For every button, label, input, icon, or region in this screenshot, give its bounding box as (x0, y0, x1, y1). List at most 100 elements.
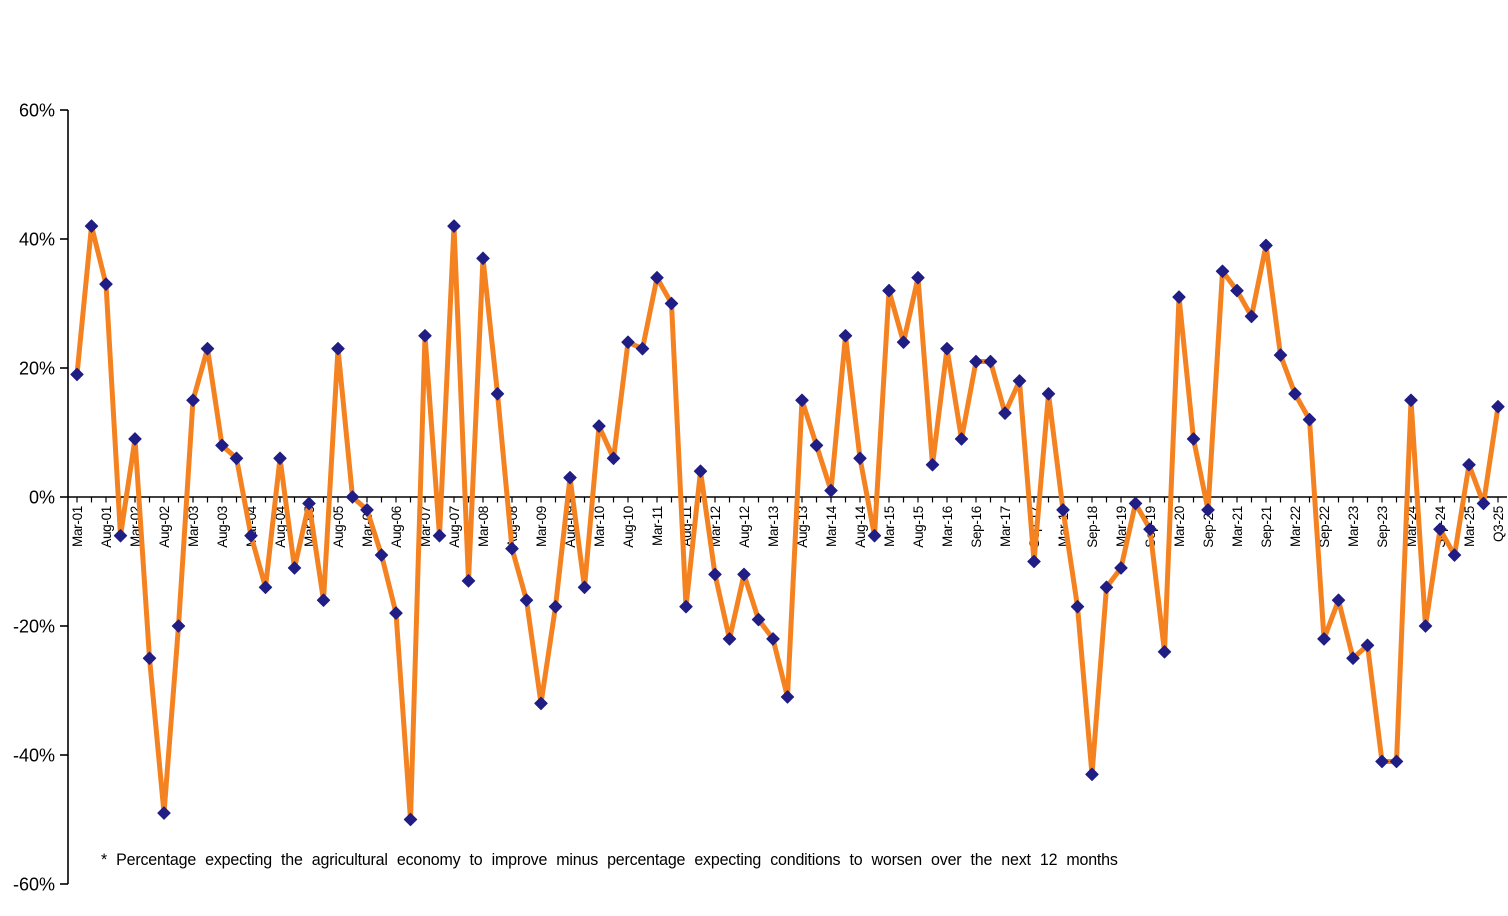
data-point-marker (1085, 767, 1099, 782)
data-point-marker (432, 529, 447, 543)
x-tick-label: Mar-09 (534, 506, 549, 547)
data-point-marker (447, 219, 461, 233)
data-point-marker (171, 619, 186, 633)
data-point-marker (1418, 619, 1433, 633)
x-tick-label: Mar-17 (998, 506, 1013, 547)
data-point-marker (1317, 632, 1331, 646)
data-point-marker (1389, 754, 1404, 769)
data-point-marker (215, 438, 229, 453)
data-point-marker (418, 329, 432, 343)
x-tick-label: Aug-03 (215, 506, 230, 548)
x-tick-label: Aug-01 (99, 506, 114, 548)
x-tick-label: Aug-10 (621, 506, 636, 548)
data-point-marker (983, 354, 998, 369)
data-point-marker (389, 606, 403, 620)
data-point-marker (1012, 374, 1027, 388)
y-tick-label: 20% (19, 359, 55, 379)
x-tick-label: Aug-06 (389, 506, 404, 548)
data-point-marker (1041, 387, 1056, 401)
data-point-marker (403, 812, 418, 827)
data-point-marker (1375, 754, 1389, 769)
chart-footnote: * Percentage expecting the agricultural … (101, 851, 1118, 869)
y-tick-label: -20% (13, 617, 55, 637)
data-point-marker (331, 341, 345, 356)
data-point-marker (780, 690, 795, 704)
data-point-marker (1462, 458, 1476, 472)
data-point-marker (1027, 554, 1041, 569)
data-point-marker (490, 387, 505, 401)
data-point-marker (505, 541, 519, 556)
x-tick-label: Sep-20 (1201, 506, 1216, 548)
data-point-marker (1302, 412, 1317, 427)
data-point-marker (99, 277, 113, 291)
data-point-marker (737, 567, 751, 582)
data-point-marker (534, 696, 548, 711)
data-point-marker (1099, 580, 1114, 594)
data-point-marker (142, 651, 157, 665)
data-point-marker (1172, 290, 1186, 304)
data-point-marker (302, 496, 316, 511)
data-point-marker (157, 806, 171, 820)
data-point-marker (838, 329, 853, 343)
x-tick-label: Aug-05 (331, 506, 346, 548)
data-point-marker (1404, 393, 1418, 407)
data-point-marker (345, 490, 360, 504)
x-tick-label: Sep-22 (1317, 506, 1332, 548)
data-point-marker (316, 593, 331, 607)
data-point-marker (911, 271, 925, 285)
data-point-marker (1143, 522, 1157, 536)
data-point-marker (113, 529, 128, 543)
data-point-marker (867, 529, 882, 543)
data-point-marker (925, 458, 940, 472)
data-point-marker (940, 341, 954, 356)
x-tick-label: Mar-25 (1462, 506, 1477, 547)
data-point-marker (229, 451, 244, 465)
data-point-marker (563, 470, 577, 485)
data-point-marker (882, 283, 896, 298)
data-point-marker (128, 432, 142, 446)
y-tick-label: 60% (19, 101, 55, 121)
y-tick-labels: 60% 40% 20% 0% -20% -40% -60% (13, 101, 55, 895)
x-tick-label: Mar-20 (1172, 506, 1187, 547)
data-series-line (74, 223, 1501, 822)
y-axis (60, 109, 69, 885)
data-point-marker (1331, 593, 1346, 607)
x-tick-label: Mar-03 (186, 506, 201, 547)
data-point-marker (606, 451, 621, 465)
x-tick-label: Mar-16 (940, 506, 955, 547)
data-point-marker (853, 451, 867, 465)
data-point-marker (287, 561, 302, 575)
data-point-marker (374, 548, 389, 562)
data-point-marker (795, 393, 809, 407)
data-point-marker (1128, 496, 1143, 511)
data-point-marker (664, 296, 679, 311)
data-point-marker (273, 451, 287, 465)
data-point-marker (1476, 496, 1491, 511)
data-point-marker (519, 593, 534, 607)
data-point-marker (635, 341, 650, 356)
x-tick-label: Mar-11 (650, 506, 665, 546)
series-line (74, 223, 1501, 822)
data-point-marker (896, 335, 911, 349)
data-point-marker (1273, 348, 1288, 362)
data-point-markers (70, 219, 1505, 827)
data-point-marker (954, 432, 969, 446)
data-point-marker (360, 503, 374, 517)
data-point-marker (1346, 651, 1360, 665)
data-point-marker (1201, 503, 1215, 517)
data-point-marker (592, 419, 606, 433)
data-point-marker (70, 367, 84, 382)
data-point-marker (824, 483, 838, 498)
data-point-marker (1447, 548, 1462, 562)
x-tick-label: Aug-14 (853, 505, 868, 548)
data-point-marker (577, 580, 592, 594)
data-point-marker (809, 438, 824, 453)
x-tick-label: Sep-23 (1375, 506, 1390, 548)
data-point-marker (1360, 638, 1375, 653)
x-tick-label: Mar-08 (476, 506, 491, 547)
data-point-marker (766, 632, 780, 646)
x-tick-label: Mar-15 (882, 506, 897, 547)
y-tick-label: -40% (13, 746, 55, 766)
x-tick-label: Aug-12 (737, 506, 752, 548)
